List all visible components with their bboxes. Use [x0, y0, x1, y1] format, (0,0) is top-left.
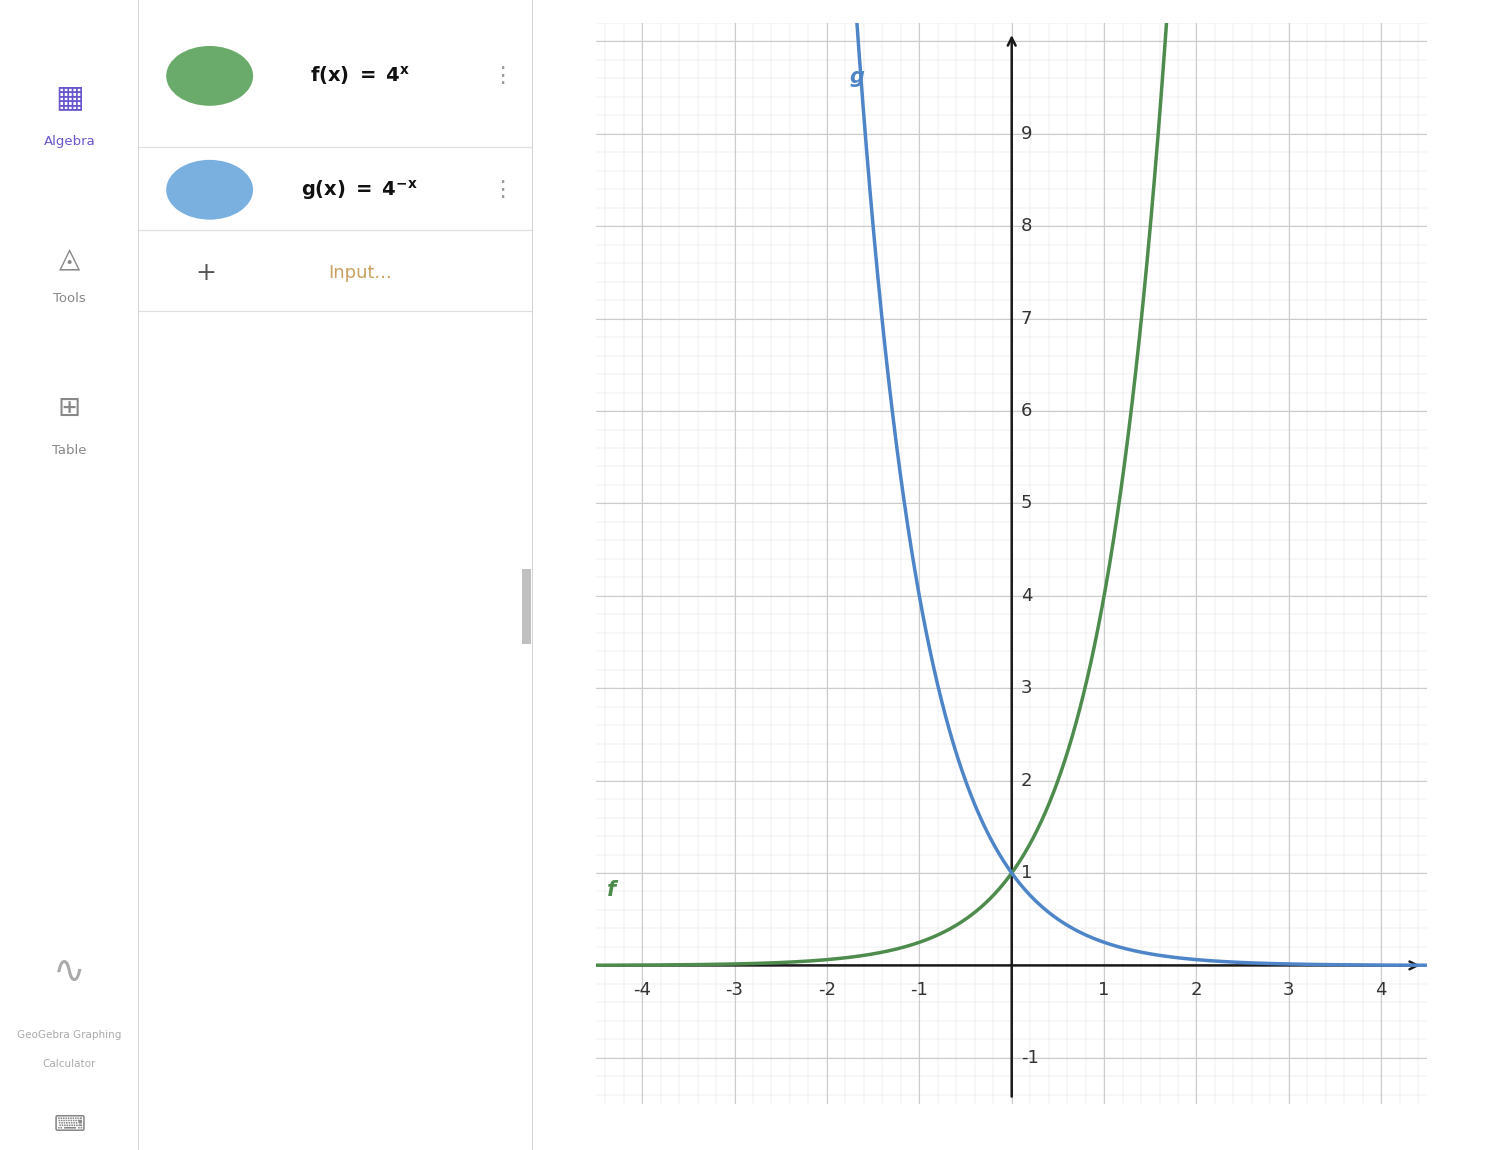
Text: Input...: Input...: [328, 263, 392, 282]
Text: ⋮: ⋮: [490, 179, 513, 200]
Text: Tools: Tools: [54, 292, 85, 306]
Text: Calculator: Calculator: [43, 1059, 95, 1068]
Text: 3: 3: [1021, 680, 1033, 697]
Text: 5: 5: [1021, 494, 1033, 513]
Text: +: +: [195, 261, 216, 284]
Text: -2: -2: [818, 981, 836, 999]
Text: 4: 4: [1375, 981, 1387, 999]
Ellipse shape: [167, 46, 253, 106]
Text: Algebra: Algebra: [43, 135, 95, 148]
Text: -1: -1: [1021, 1049, 1039, 1067]
Text: Table: Table: [52, 444, 86, 458]
Bar: [522, 569, 532, 644]
Text: 7: 7: [1021, 309, 1033, 328]
Text: ▦: ▦: [55, 83, 83, 113]
Text: 3: 3: [1283, 981, 1295, 999]
Text: -1: -1: [910, 981, 928, 999]
Text: ⌨: ⌨: [54, 1114, 85, 1135]
Text: 8: 8: [1021, 217, 1033, 236]
Text: $\mathbf{g(x)\ =\ 4^{-x}}$: $\mathbf{g(x)\ =\ 4^{-x}}$: [301, 178, 419, 201]
Text: 6: 6: [1021, 402, 1033, 420]
Text: ⋮: ⋮: [490, 66, 513, 86]
Text: ⊞: ⊞: [58, 394, 80, 422]
Text: f: f: [606, 880, 617, 900]
Text: ◬: ◬: [58, 245, 80, 273]
Text: g: g: [849, 67, 866, 87]
Text: 2: 2: [1021, 772, 1033, 790]
Text: -4: -4: [633, 981, 651, 999]
Ellipse shape: [167, 160, 253, 220]
Text: $\mathbf{f(x)\ =\ 4^x}$: $\mathbf{f(x)\ =\ 4^x}$: [310, 64, 410, 87]
Text: 4: 4: [1021, 586, 1033, 605]
Text: GeoGebra Graphing: GeoGebra Graphing: [16, 1030, 122, 1040]
Text: 2: 2: [1191, 981, 1202, 999]
Text: ∿: ∿: [54, 952, 85, 991]
Text: -3: -3: [726, 981, 744, 999]
Text: 1: 1: [1021, 864, 1033, 882]
Text: 9: 9: [1021, 125, 1033, 143]
Text: 1: 1: [1098, 981, 1110, 999]
